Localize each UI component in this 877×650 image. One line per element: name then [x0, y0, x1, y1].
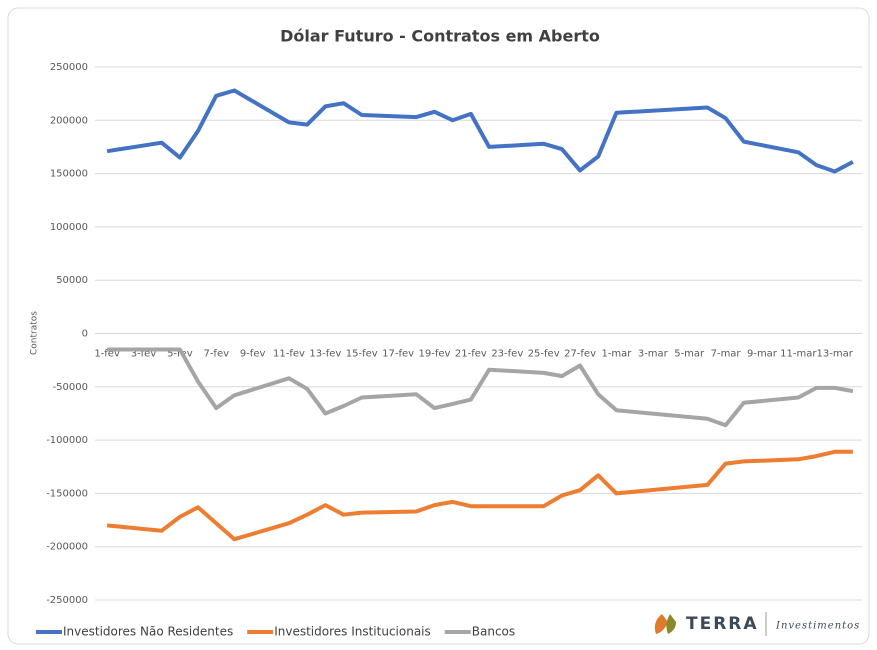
x-tick-label: 19-fev	[419, 349, 451, 360]
x-tick-label: 5-fev	[167, 349, 193, 360]
legend-label: Investidores Institucionais	[274, 625, 431, 639]
x-tick-label: 7-fev	[203, 349, 229, 360]
x-tick-label: 11-fev	[273, 349, 305, 360]
y-tick-label: -250000	[46, 595, 88, 606]
x-tick-label: 5-mar	[674, 349, 705, 360]
x-tick-label: 7-mar	[711, 349, 742, 360]
y-tick-label: -150000	[46, 488, 88, 499]
y-tick-label: 250000	[50, 62, 88, 73]
y-tick-label: 200000	[50, 115, 88, 126]
logo-tagline: Investimentos	[775, 621, 860, 632]
series-line	[106, 449, 853, 542]
x-tick-label: 1-mar	[601, 349, 632, 360]
x-tick-label: 17-fev	[382, 349, 414, 360]
y-tick-label: -50000	[53, 382, 88, 393]
y-tick-label: 150000	[50, 169, 88, 180]
series-line	[106, 88, 854, 174]
logo-leaf	[654, 614, 668, 634]
x-tick-label: 23-fev	[491, 349, 523, 360]
x-tick-label: 13-mar	[817, 349, 854, 360]
x-tick-label: 15-fev	[346, 349, 378, 360]
series-line	[107, 347, 854, 428]
legend-label: Bancos	[472, 625, 515, 639]
x-tick-label: 9-mar	[747, 349, 778, 360]
logo-name: TERRA	[686, 614, 759, 634]
x-tick-label: 3-mar	[638, 349, 669, 360]
x-tick-label: 21-fev	[455, 349, 487, 360]
y-tick-label: 100000	[50, 222, 88, 233]
x-tick-label: 13-fev	[309, 349, 341, 360]
x-tick-label: 27-fev	[564, 349, 596, 360]
y-tick-label: -200000	[46, 542, 88, 553]
chart-frame	[7, 7, 870, 645]
x-tick-label: 3-fev	[131, 349, 157, 360]
y-tick-label: 0	[82, 329, 88, 340]
x-tick-label: 9-fev	[240, 349, 266, 360]
y-axis-label: Contratos	[30, 311, 40, 355]
x-tick-label: 25-fev	[528, 349, 560, 360]
logo: TERRA Investimentos	[654, 612, 860, 636]
legend-label: Investidores Não Residentes	[63, 625, 233, 639]
y-tick-label: 50000	[56, 275, 88, 286]
logo-leaf	[666, 614, 676, 634]
y-tick-label: -100000	[46, 435, 88, 446]
chart-title: Dólar Futuro - Contratos em Aberto	[280, 27, 600, 46]
x-tick-label: 1-fev	[94, 349, 120, 360]
x-tick-label: 11-mar	[780, 349, 817, 360]
